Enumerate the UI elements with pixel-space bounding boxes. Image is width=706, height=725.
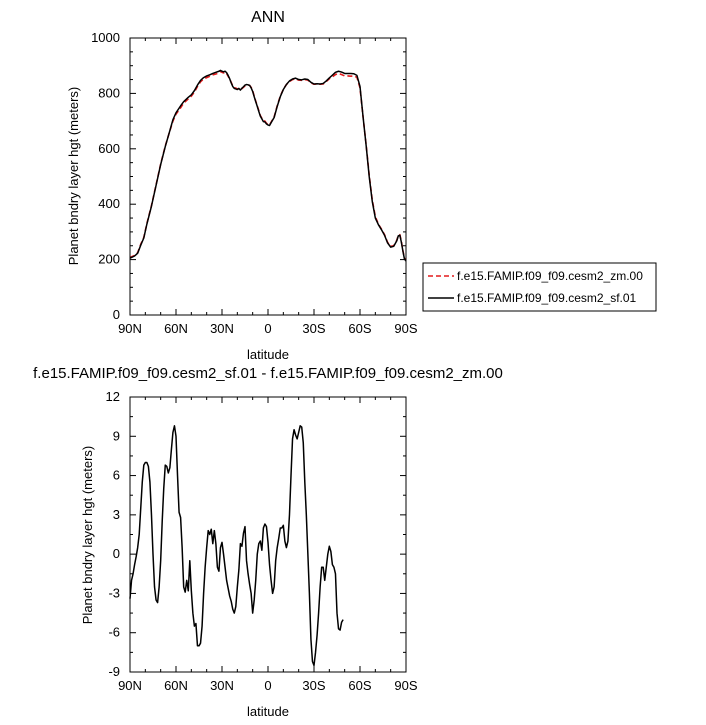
y-tick-label: 800 [98, 85, 120, 100]
x-tick-label: 90N [118, 678, 142, 693]
y-tick-label: 200 [98, 252, 120, 267]
chart-top: ANN 90N 60N 30N 0 30S 60S 90S 0 200 400 600 800 1000… [66, 9, 657, 362]
y-tick-label: 9 [113, 428, 120, 443]
chart-bottom-title: f.e15.FAMIP.f09_f09.cesm2_sf.01 - f.e15.… [33, 365, 503, 382]
chart-bottom-ticks: 90N 60N 30N 0 30S 60S 90S -9 -6 -3 0 3 6 9 12 [106, 389, 418, 693]
chart-top-ticks: 90N 60N 30N 0 30S 60S 90S 0 200 400 600 800 1000 [91, 30, 418, 336]
series-line-1 [129, 69, 407, 262]
legend-label-zm: f.e15.FAMIP.f09_f09.cesm2_zm.00 [457, 269, 643, 283]
x-tick-label: 30N [210, 678, 234, 693]
chart-bottom-series [129, 425, 344, 667]
x-tick-label: 30S [302, 678, 325, 693]
chart-top-xlabel: latitude [247, 347, 289, 362]
y-tick-label: -6 [108, 625, 120, 640]
legend-box [422, 262, 657, 312]
chart-top-frame [129, 37, 407, 316]
x-tick-label: 30S [302, 321, 325, 336]
legend: f.e15.FAMIP.f09_f09.cesm2_zm.00 f.e15.FA… [422, 262, 657, 312]
x-tick-label: 60N [164, 678, 188, 693]
chart-bottom-ylabel: Planet bndry layer hgt (meters) [80, 446, 95, 624]
y-tick-label: 12 [106, 389, 120, 404]
y-tick-label: 0 [113, 546, 120, 561]
x-tick-label: 90S [394, 678, 417, 693]
series-line-0 [129, 70, 407, 261]
x-tick-label: 90N [118, 321, 142, 336]
chart-bottom-xlabel: latitude [247, 704, 289, 719]
y-tick-label: 400 [98, 196, 120, 211]
x-tick-label: 60N [164, 321, 188, 336]
x-tick-label: 60S [348, 321, 371, 336]
legend-label-sf: f.e15.FAMIP.f09_f09.cesm2_sf.01 [457, 291, 637, 305]
y-tick-label: -3 [108, 585, 120, 600]
x-tick-label: 60S [348, 678, 371, 693]
x-tick-label: 0 [264, 321, 271, 336]
y-tick-label: 600 [98, 141, 120, 156]
y-tick-label: 3 [113, 507, 120, 522]
y-tick-label: -9 [108, 664, 120, 679]
chart-top-title: ANN [251, 9, 285, 26]
series-line-0 [129, 425, 344, 667]
y-tick-label: 1000 [91, 30, 120, 45]
chart-bottom: f.e15.FAMIP.f09_f09.cesm2_sf.01 - f.e15.… [33, 365, 503, 719]
x-tick-label: 90S [394, 321, 417, 336]
x-tick-label: 30N [210, 321, 234, 336]
chart-top-series [129, 69, 407, 262]
y-tick-label: 0 [113, 307, 120, 322]
chart-top-ylabel: Planet bndry layer hgt (meters) [66, 87, 81, 265]
chart-bottom-frame [129, 396, 407, 673]
y-tick-label: 6 [113, 468, 120, 483]
x-tick-label: 0 [264, 678, 271, 693]
